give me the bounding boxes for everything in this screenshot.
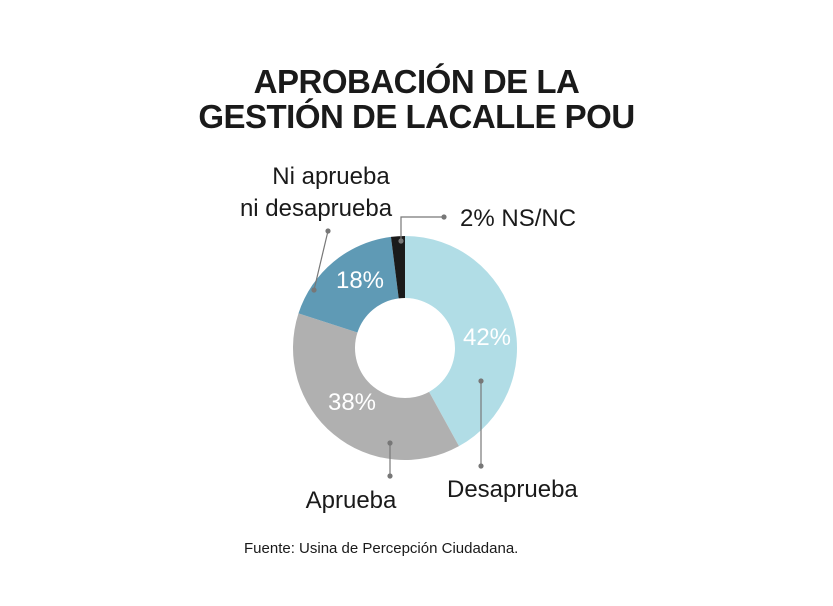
leader-dot-2-1 xyxy=(325,228,331,234)
leader-dot-1-1 xyxy=(387,473,393,479)
leader-dot-0-1 xyxy=(478,463,484,469)
donut-slice-0 xyxy=(405,236,518,447)
category-label-0-0: Desaprueba xyxy=(447,476,578,503)
leader-dot-0-0 xyxy=(478,378,484,384)
slice-value-label-0: 42% xyxy=(463,324,511,351)
leader-dot-3-0 xyxy=(398,238,404,244)
leader-line-3 xyxy=(400,216,444,241)
slice-value-label-2: 18% xyxy=(336,267,384,294)
slice-value-label-1: 38% xyxy=(328,389,376,416)
donut-slice-2 xyxy=(298,236,399,333)
category-label-2-1: ni desaprueba xyxy=(240,195,393,222)
source-note: Fuente: Usina de Percepción Ciudadana. xyxy=(244,540,519,557)
category-label-2-0: Ni aprueba xyxy=(272,163,390,190)
category-label-3-0: 2% NS/NC xyxy=(460,205,576,232)
chart-title-line-2: GESTIÓN DE LACALLE POU xyxy=(198,98,635,135)
leader-line-2 xyxy=(313,230,329,291)
leader-dot-3-1 xyxy=(441,214,447,220)
donut-slice-1 xyxy=(292,313,459,461)
category-label-1-0: Aprueba xyxy=(306,487,397,514)
donut-slice-3 xyxy=(390,236,405,299)
leader-dot-1-0 xyxy=(387,440,393,446)
leader-dot-2-0 xyxy=(311,287,317,293)
chart-title-line-1: APROBACIÓN DE LA xyxy=(253,63,580,100)
